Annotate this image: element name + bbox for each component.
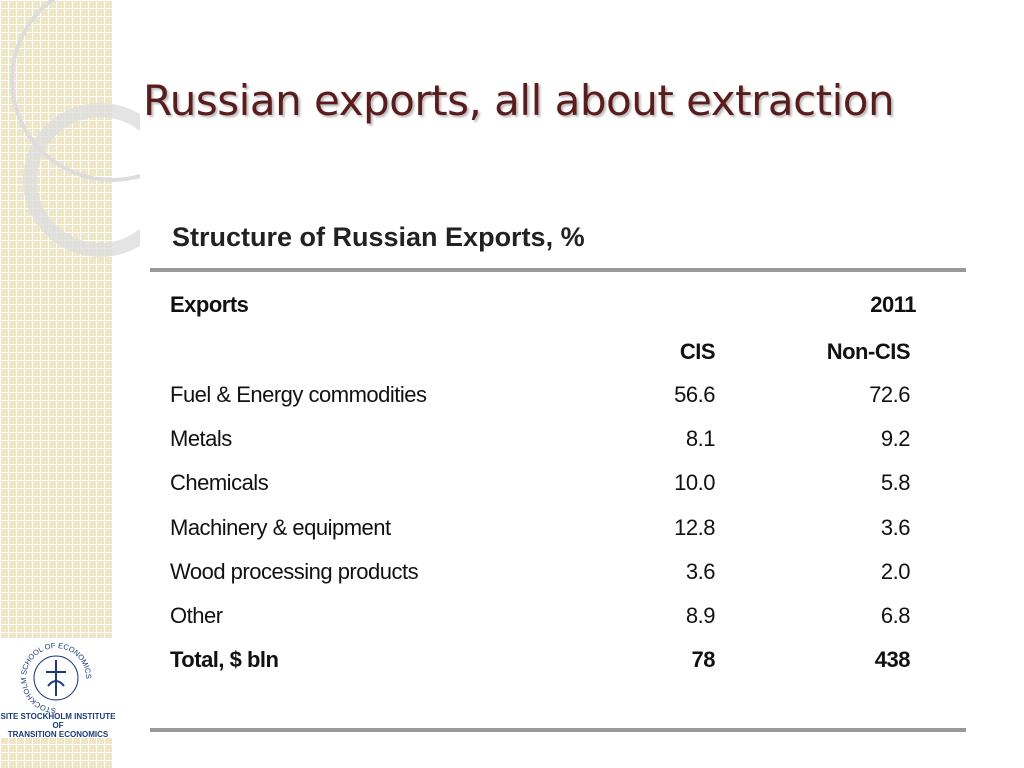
- non-cis-value: 6.8: [880, 603, 911, 628]
- subheader-cell: CIS: [679, 339, 716, 364]
- caption-line: SITE STOCKHOLM INSTITUTE OF: [0, 712, 116, 730]
- non-cis-value: 9.2: [880, 426, 911, 452]
- logo-caption: SITE STOCKHOLM INSTITUTE OF TRANSITION E…: [0, 712, 116, 739]
- row-label: Wood processing products: [170, 558, 419, 584]
- non-cis-value: 3.6: [880, 514, 911, 540]
- row-label: Machinery & equipment: [170, 514, 391, 540]
- table-title: Structure of Russian Exports, %: [172, 222, 585, 252]
- subheader-cell: Non-CIS: [826, 339, 911, 364]
- cis-value: 10.0: [674, 470, 715, 496]
- non-cis-value: 2.0: [880, 558, 911, 584]
- cis-total: 78: [691, 647, 716, 673]
- total-label: Total, $ bln: [170, 647, 279, 673]
- non-cis-total: 438: [874, 647, 911, 673]
- row-label: Metals: [170, 426, 232, 452]
- header-cell: 2011: [870, 292, 916, 317]
- non-cis-value: 5.8: [880, 470, 911, 496]
- cis-value: 3.6: [685, 558, 716, 584]
- cis-value: 8.1: [685, 426, 716, 452]
- row-label: Fuel & Energy commodities: [170, 382, 427, 407]
- cis-value: 8.9: [685, 603, 716, 628]
- logo-circle: [33, 655, 79, 701]
- rule: [150, 728, 966, 732]
- slide-title: Russian exports, all about extraction: [143, 76, 895, 125]
- caption-line: TRANSITION ECONOMICS: [7, 730, 109, 739]
- header-cell: Exports: [170, 292, 249, 317]
- decor-circle: [23, 103, 140, 257]
- logo-mark: STOCKHOLM SCHOOL OF ECONOMICS: [19, 641, 93, 715]
- row-label: Other: [170, 603, 223, 628]
- non-cis-value: 72.6: [869, 382, 910, 407]
- cis-value: 12.8: [674, 514, 715, 540]
- row-label: Chemicals: [170, 470, 269, 496]
- decor-circles: [10, 0, 140, 257]
- cis-value: 56.6: [674, 382, 715, 407]
- rule: [150, 268, 966, 272]
- logo-emblem: [46, 660, 66, 696]
- logo: STOCKHOLM SCHOOL OF ECONOMICS: [0, 638, 113, 738]
- decor-circle: [10, 0, 140, 182]
